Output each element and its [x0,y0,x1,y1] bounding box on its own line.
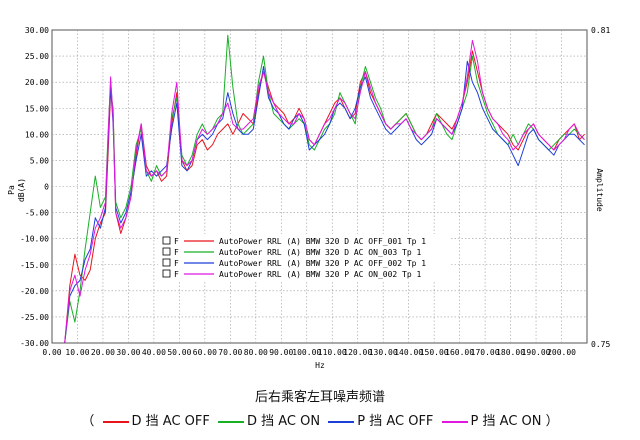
x-tick-label: 130.00 [369,348,398,357]
right-axis-label: Amplitude [595,168,604,212]
x-tick-label: 110.00 [318,348,347,357]
series-line-4 [64,39,585,344]
x-tick-label: 150.00 [420,348,449,357]
y-tick-label: 20.00 [25,78,49,87]
x-tick-label: 120.00 [343,348,372,357]
series-caption: （ D 挡 AC OFF D 挡 AC ON P 挡 AC OFF P 挡 AC… [0,410,640,429]
x-tick-label: 90.00 [269,348,293,357]
caption-item: P 挡 AC ON [470,414,542,429]
y-tick-label: 15.00 [25,104,49,113]
x-tick-label: 180.00 [496,348,525,357]
caption-swatch [328,420,355,423]
x-tick-label: 40.00 [142,348,166,357]
legend-entry: AutoPower RRL (A) BMW 320 D AC ON_003 Tp… [219,248,421,257]
y-tick-labels: 30.00 25.00 20.00 15.00 10.00 5.00 0 -5.00 -10.0… [20,26,49,348]
caption-item: P 挡 AC OFF [357,414,434,429]
legend-marker: F [174,270,179,279]
legend-marker: F [174,248,179,257]
legend-entry: AutoPower RRL (A) BMW 320 P AC OFF_002 T… [219,259,426,268]
chart-title: 后右乘客左耳噪声频谱 [254,390,385,405]
x-tick-label: 200.00 [547,348,576,357]
y-tick-label: 0 [44,183,49,192]
x-tick-label: 30.00 [116,348,140,357]
caption-swatch [441,420,468,423]
series-line-3 [64,60,585,344]
x-tick-label: 160.00 [445,348,474,357]
x-tick-label: 20.00 [91,348,115,357]
legend-entry: AutoPower RRL (A) BMW 320 D AC OFF_001 T… [219,237,426,246]
y-axis-label-pa: Pa [7,185,16,195]
x-tick-label: 80.00 [244,348,268,357]
legend-marker: F [174,259,179,268]
series-lines [64,34,585,344]
legend: F AutoPower RRL (A) BMW 320 D AC OFF_001 … [158,234,450,282]
y-tick-label: -25.00 [20,313,49,322]
x-tick-label: 170.00 [471,348,500,357]
x-tick-label: 10.00 [65,348,89,357]
y-tick-label: 10.00 [25,130,49,139]
legend-checkbox[interactable] [162,269,171,278]
legend-checkbox[interactable] [162,236,171,245]
x-tick-labels: 0.00 10.00 20.00 30.00 40.00 50.00 60.00 70.00 8… [42,348,576,357]
y-axis-label-dba: dB(A) [17,178,26,202]
y-tick-label: 5.00 [30,156,49,165]
x-tick-label: 70.00 [218,348,242,357]
legend-marker: F [174,237,179,246]
right-tick-top: 0.81 [591,26,610,35]
y-tick-label: -15.00 [20,261,49,270]
y-tick-label: -10.00 [20,235,49,244]
y-tick-label: -5.00 [25,209,49,218]
caption-swatch [102,420,129,423]
caption-open-paren: （ [81,414,95,429]
x-tick-label: 140.00 [394,348,423,357]
caption-item: D 挡 AC OFF [131,414,210,429]
y-tick-label: 25.00 [25,52,49,61]
legend-checkbox[interactable] [162,247,171,256]
caption-swatch [217,420,244,423]
caption-close-paren: ） [545,414,559,429]
y-tick-label: -20.00 [20,287,49,296]
x-tick-label: 100.00 [292,348,321,357]
x-tick-label: 50.00 [167,348,191,357]
caption-item: D 挡 AC ON [246,414,321,429]
x-tick-label: 60.00 [193,348,217,357]
right-tick-bottom: 0.75 [591,340,610,349]
legend-checkbox[interactable] [162,258,171,267]
x-axis-label: Hz [315,361,325,370]
noise-spectrum-chart: 30.00 25.00 20.00 15.00 10.00 5.00 0 -5.00 -10.0… [7,26,610,370]
x-tick-label: 190.00 [522,348,551,357]
y-tick-label: 30.00 [25,26,49,35]
y-tick-label: -30.00 [20,339,49,348]
legend-entry: AutoPower RRL (A) BMW 320 P AC ON_002 Tp… [219,270,421,279]
x-tick-label: 0.00 [42,348,61,357]
